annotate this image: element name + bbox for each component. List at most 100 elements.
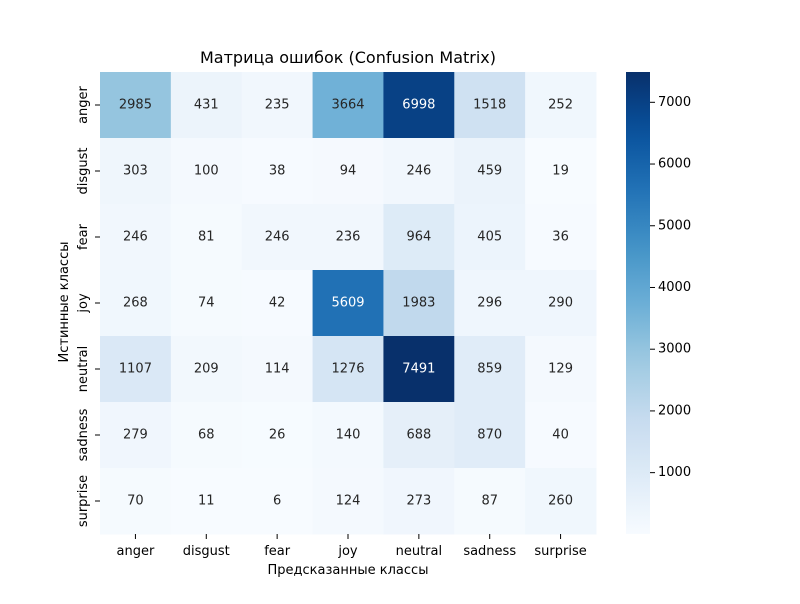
heatmap-cell [454,336,526,403]
heatmap-cell [312,336,384,403]
heatmap-cell [454,402,526,469]
heatmap-cell [383,468,455,535]
cell-value-label: 129 [548,362,573,377]
cell-value-label: 246 [123,230,148,245]
y-tick-label: surprise [76,475,91,527]
heatmap-cell [241,402,314,469]
y-axis-label: Истинные классы [57,242,72,363]
cell-value-label: 6 [273,494,281,509]
heatmap-cell [241,204,314,271]
heatmap-cell [100,204,172,271]
cell-value-label: 268 [123,296,148,311]
colorbar-tick-label: 6000 [658,157,691,172]
cell-value-label: 68 [198,428,215,443]
heatmap-cell [383,204,455,271]
cell-value-label: 290 [548,296,573,311]
heatmap-cell [170,402,243,469]
heatmap-cell [525,402,597,469]
cell-value-label: 124 [336,494,361,509]
heatmap-cell [383,402,455,469]
heatmap-cell [525,270,597,337]
heatmap-cell [100,72,172,139]
x-tick-label: anger [117,544,155,559]
cell-value-label: 296 [477,296,502,311]
heatmap-cell [241,138,314,205]
cell-value-label: 235 [265,98,290,113]
heatmap-cell [170,72,243,139]
heatmap-cell [170,468,243,535]
cell-value-label: 81 [198,230,215,245]
colorbar-tick-label: 5000 [658,218,691,233]
cell-value-label: 94 [340,164,357,179]
x-tick-label: surprise [534,544,586,559]
heatmap-cell [454,204,526,271]
colorbar-tick-label: 7000 [658,95,691,110]
x-axis-ticks: anger disgust fear joy neutral sadness surpris… [117,534,587,559]
colorbar-tick-label: 2000 [658,403,691,418]
cell-value-label: 11 [198,494,215,509]
heatmap-cell [100,402,172,469]
heatmap-cell [100,336,172,403]
heatmap-cell [383,72,455,139]
cell-value-label: 252 [548,98,573,113]
x-tick-label: fear [264,544,291,559]
y-tick-label: fear [76,223,91,250]
cell-value-label: 209 [194,362,219,377]
cell-value-label: 114 [265,362,290,377]
cell-value-label: 236 [336,230,361,245]
heatmap-cell [454,270,526,337]
heatmap-cell [312,138,384,205]
colorbar [626,72,650,534]
heatmap-cell [312,468,384,535]
cell-value-label: 1983 [402,296,435,311]
heatmap-cell [383,336,455,403]
cell-value-label: 140 [336,428,361,443]
heatmap-cell [454,72,526,139]
heatmap-cell [383,138,455,205]
heatmap-cell [241,270,314,337]
cell-value-label: 6998 [402,98,435,113]
colorbar-tick-label: 1000 [658,465,691,480]
x-tick-label: neutral [396,544,443,559]
heatmap-cell [525,336,597,403]
y-tick-label: neutral [76,346,91,393]
cell-value-label: 431 [194,98,219,113]
heatmap-cell [241,72,314,139]
cell-value-label: 36 [552,230,569,245]
cell-value-label: 38 [269,164,286,179]
heatmap-cell [312,204,384,271]
heatmap-cell [170,270,243,337]
heatmap-cell [454,468,526,535]
cell-value-label: 260 [548,494,573,509]
cell-value-label: 42 [269,296,286,311]
y-tick-label: anger [76,85,91,123]
heatmap-cell [454,138,526,205]
chart-title: Матрица ошибок (Confusion Matrix) [200,48,496,67]
cell-value-label: 26 [269,428,286,443]
y-tick-label: sadness [76,408,91,461]
heatmap-cell [170,336,243,403]
heatmap-cell [525,204,597,271]
cell-value-label: 859 [477,362,502,377]
cell-value-label: 70 [127,494,144,509]
heatmap-cell [525,138,597,205]
x-axis-label: Предсказанные классы [268,563,429,578]
y-tick-label: joy [76,293,91,314]
colorbar-tick-label: 3000 [658,342,691,357]
cell-value-label: 246 [406,164,431,179]
y-axis-ticks: anger disgust fear joy neutral sadness surpris… [76,85,100,527]
heatmap-cell [525,468,597,535]
cell-value-label: 273 [406,494,431,509]
heatmap-cell [241,468,314,535]
heatmap-cell [170,204,243,271]
cell-value-label: 74 [198,296,215,311]
colorbar-tick-label: 4000 [658,280,691,295]
heatmap-cell [312,270,384,337]
cell-value-label: 19 [552,164,569,179]
cell-value-label: 870 [477,428,502,443]
cell-value-label: 2985 [119,98,152,113]
heatmap-cell [383,270,455,337]
cell-value-label: 303 [123,164,148,179]
